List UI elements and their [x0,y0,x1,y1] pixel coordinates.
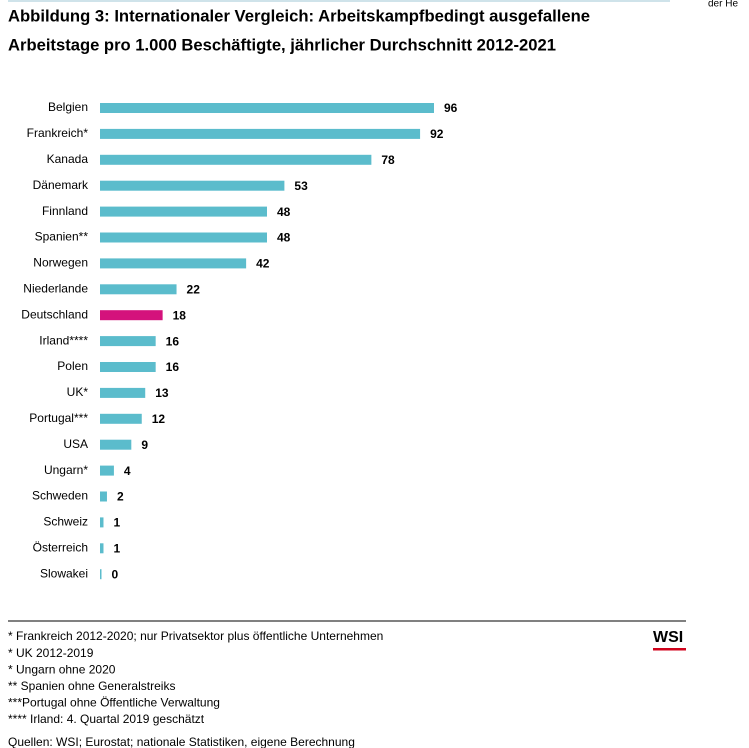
category-label: Irland**** [39,333,88,347]
value-label: 48 [277,231,291,245]
category-label: Niederlande [23,281,88,295]
category-label: Ungarn* [44,463,88,477]
bar [100,465,114,476]
value-label: 4 [124,464,131,478]
chart-title: Arbeitstage pro 1.000 Beschäftigte, jähr… [8,35,556,54]
chart-title: Abbildung 3: Internationaler Vergleich: … [8,6,590,25]
value-label: 13 [155,386,169,400]
category-label: Spanien** [35,230,89,244]
bar [100,258,247,269]
bar [100,154,372,165]
value-label: 42 [256,257,270,271]
value-label: 1 [113,541,120,555]
bar [100,128,421,139]
value-label: 92 [430,127,444,141]
value-label: 2 [117,490,124,504]
bar [100,206,267,217]
category-label: Österreich [33,540,88,554]
category-label: Kanada [47,152,89,166]
category-label: Frankreich* [27,126,89,140]
category-label: UK* [67,385,89,399]
bar [100,569,102,580]
bar [100,517,104,528]
value-label: 78 [381,153,395,167]
category-label: Belgien [48,100,88,114]
value-label: 12 [152,412,166,426]
bar [100,336,156,347]
value-label: 96 [444,101,458,115]
bar [100,543,104,554]
source: Quellen: WSI; Eurostat; nationale Statis… [8,735,355,748]
bar [100,387,146,398]
category-label: Deutschland [21,307,88,321]
value-label: 16 [166,334,180,348]
value-label: 53 [294,179,308,193]
bar [100,103,434,113]
bar [100,232,267,243]
value-label: 22 [187,282,201,296]
category-label: Finnland [42,204,88,218]
footnote: * Frankreich 2012-2020; nur Privatsektor… [8,629,383,643]
category-label: Dänemark [33,178,89,192]
value-label: 0 [112,567,119,581]
value-label: 16 [166,360,180,374]
bar [100,491,107,502]
value-label: 48 [277,205,291,219]
bar [100,310,163,321]
logo: WSI [653,629,683,646]
footnote: * UK 2012-2019 [8,646,94,660]
logo-underline [653,648,686,651]
category-label: USA [63,437,88,451]
bar [100,413,142,424]
value-label: 9 [141,438,148,452]
footnote: ** Spanien ohne Generalstreiks [8,679,175,693]
footnote: **** Irland: 4. Quartal 2019 geschätzt [8,712,205,726]
category-label: Polen [57,359,88,373]
category-label: Norwegen [33,256,88,270]
category-label: Slowakei [40,566,88,580]
bar [100,284,177,295]
corner-text: der He [708,0,738,10]
footnote: ***Portugal ohne Öffentliche Verwaltung [8,696,220,710]
category-label: Schweden [32,489,88,503]
bar [100,362,156,372]
value-label: 18 [173,308,187,322]
value-label: 1 [113,516,120,530]
footnote: * Ungarn ohne 2020 [8,662,116,676]
category-label: Schweiz [43,515,88,529]
bar [100,439,132,450]
category-label: Portugal*** [29,411,88,425]
bar [100,180,285,191]
